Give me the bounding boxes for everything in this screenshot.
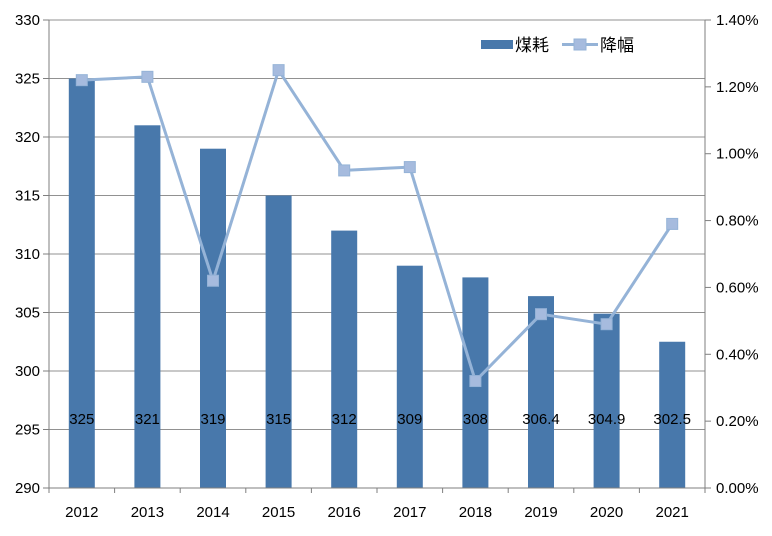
y-axis-left-tick-label: 290 <box>15 480 40 497</box>
y-axis-right-tick-label: 0.60% <box>716 279 759 296</box>
bar-2019[interactable] <box>528 296 554 488</box>
bar-2014[interactable] <box>200 148 226 488</box>
x-axis-tick-label: 2017 <box>393 504 426 521</box>
marker-2019[interactable] <box>535 308 547 321</box>
x-axis-tick-label: 2015 <box>262 504 295 521</box>
marker-2015[interactable] <box>272 64 285 77</box>
bar-data-label: 315 <box>266 411 291 428</box>
x-axis-tick-label: 2012 <box>65 504 98 521</box>
y-axis-left-tick-label: 310 <box>15 246 40 263</box>
x-axis-tick-label: 2016 <box>328 504 361 521</box>
x-axis-tick-label: 2021 <box>656 504 689 521</box>
marker-2018[interactable] <box>469 375 482 388</box>
legend-label-bar: 煤耗 <box>515 36 549 55</box>
bar-2015[interactable] <box>265 195 292 489</box>
y-axis-right-tick-label: 1.20% <box>716 79 759 96</box>
marker-2013[interactable] <box>141 70 154 83</box>
marker-2021[interactable] <box>666 217 679 230</box>
bar-2016[interactable] <box>331 230 358 488</box>
x-axis-tick-label: 2019 <box>524 504 557 521</box>
x-axis-tick-label: 2013 <box>131 504 164 521</box>
bar-2012[interactable] <box>68 78 95 489</box>
y-axis-left-tick-label: 295 <box>15 422 40 439</box>
bar-data-label: 309 <box>397 411 422 428</box>
y-axis-right-tick-label: 0.40% <box>716 346 759 363</box>
marker-2016[interactable] <box>338 164 351 177</box>
y-axis-right-tick-label: 1.40% <box>716 12 759 29</box>
marker-2014[interactable] <box>207 274 219 287</box>
y-axis-left-tick-label: 305 <box>15 305 40 322</box>
bar-data-label: 302.5 <box>653 411 691 428</box>
bar-data-label: 319 <box>200 411 225 428</box>
y-axis-right-tick-label: 0.00% <box>716 480 759 497</box>
legend-marker-icon[interactable] <box>573 38 587 51</box>
y-axis-left-tick-label: 330 <box>15 12 40 29</box>
bar-data-label: 304.9 <box>588 411 626 428</box>
line-decline-rate[interactable] <box>81 68 674 383</box>
marker-2020[interactable] <box>600 318 613 331</box>
y-axis-right-tick-label: 1.00% <box>716 146 759 163</box>
marker-2017[interactable] <box>403 161 416 174</box>
legend-swatch-bar[interactable] <box>481 40 513 49</box>
x-axis-tick-label: 2020 <box>590 504 623 521</box>
bar-2013[interactable] <box>134 125 161 489</box>
bar-2017[interactable] <box>396 265 423 488</box>
y-axis-left-tick-label: 300 <box>15 363 40 380</box>
y-axis-right-tick-label: 0.80% <box>716 213 759 230</box>
bar-data-label: 321 <box>135 411 160 428</box>
y-axis-left-tick-label: 315 <box>15 188 40 205</box>
bar-data-label: 312 <box>332 411 357 428</box>
bar-data-label: 308 <box>463 411 488 428</box>
y-axis-left-tick-label: 320 <box>15 129 40 146</box>
bar-2021[interactable] <box>659 341 686 488</box>
y-axis-left-tick-label: 325 <box>15 71 40 88</box>
marker-2012[interactable] <box>75 74 88 87</box>
bar-data-label: 306.4 <box>522 411 560 428</box>
x-axis-tick-label: 2018 <box>459 504 492 521</box>
y-axis-right-tick-label: 0.20% <box>716 413 759 430</box>
legend-label-line: 降幅 <box>600 36 634 55</box>
bar-data-label: 325 <box>69 411 94 428</box>
bar-2020[interactable] <box>593 313 620 488</box>
x-axis-tick-label: 2014 <box>196 504 229 521</box>
